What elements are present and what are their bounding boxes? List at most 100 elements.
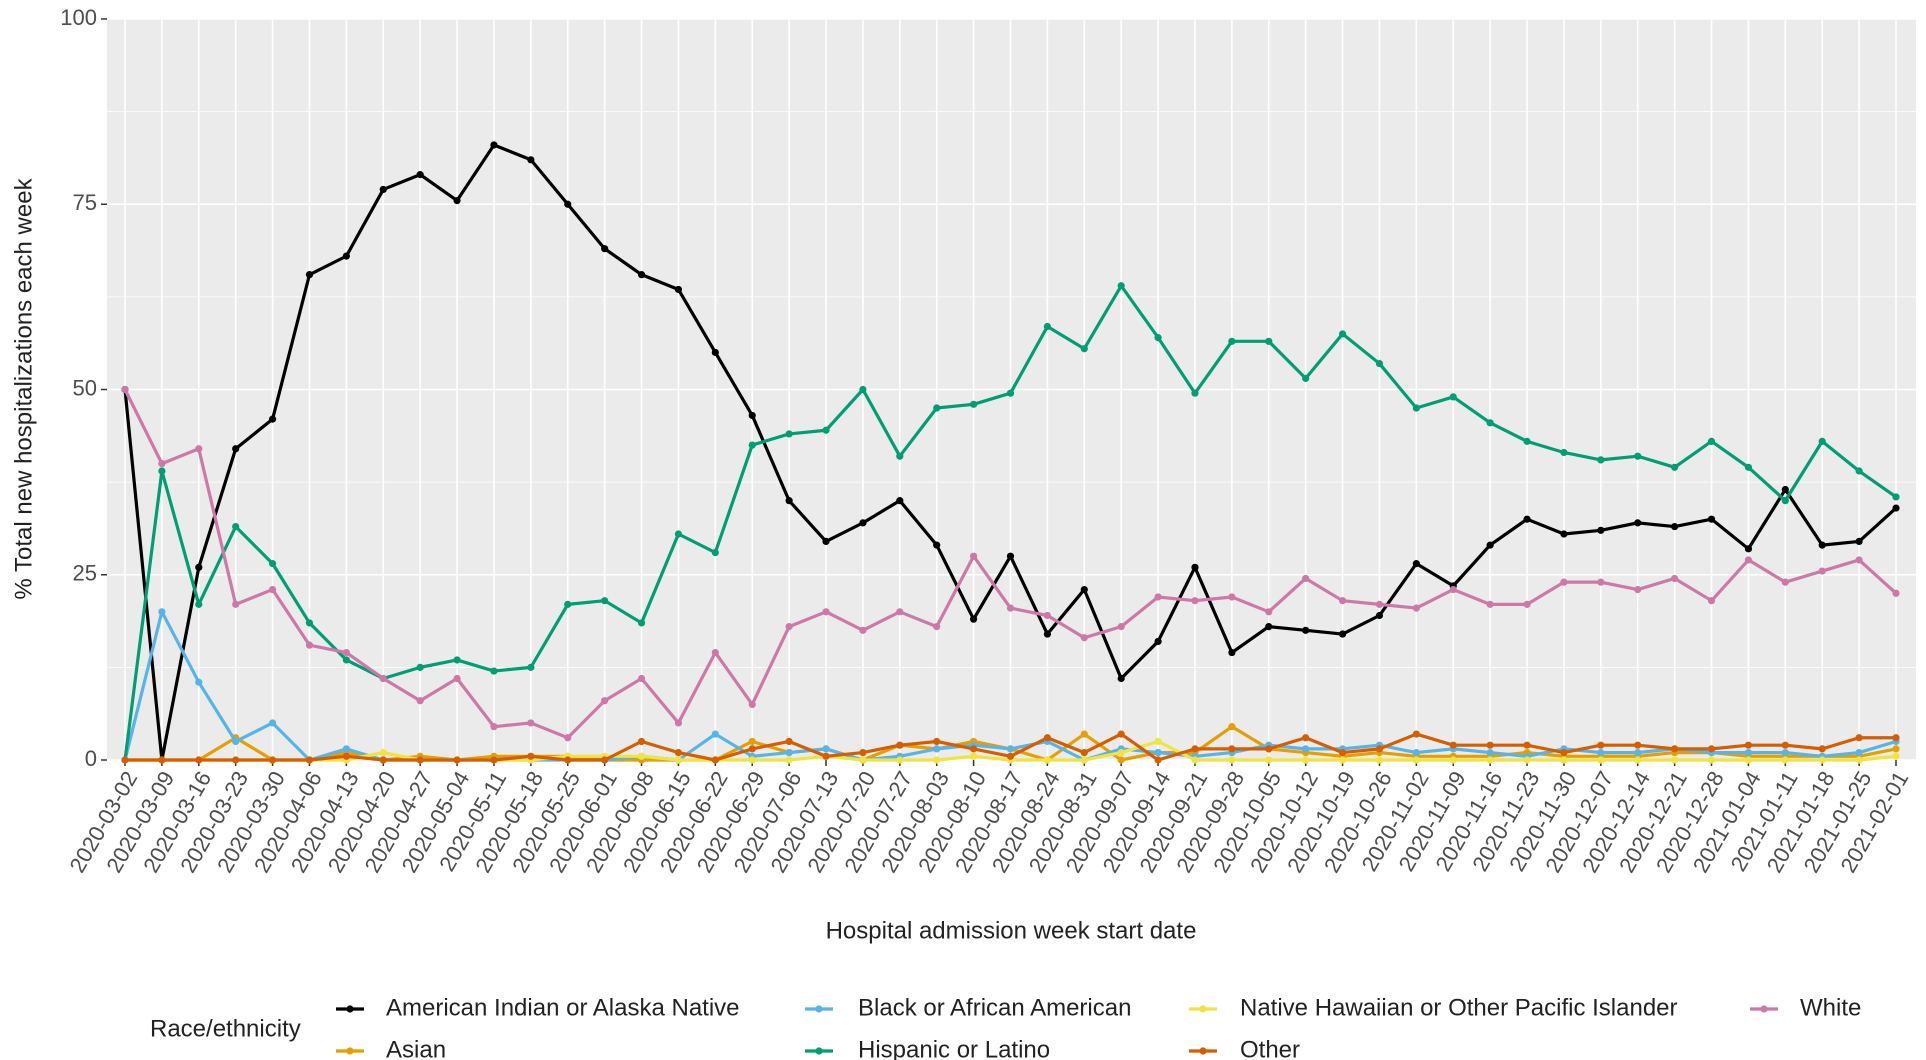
point [1228, 593, 1236, 601]
point [453, 674, 461, 683]
point [195, 756, 203, 764]
point [268, 560, 277, 568]
point [1375, 745, 1384, 753]
point [1338, 630, 1347, 638]
point [822, 752, 830, 760]
point [158, 608, 166, 616]
point [195, 563, 203, 571]
point [268, 415, 277, 423]
point [933, 737, 941, 746]
point [785, 623, 793, 631]
point [1117, 748, 1125, 757]
point [1855, 748, 1863, 757]
point [1449, 741, 1457, 749]
point [1412, 730, 1420, 738]
point [859, 385, 867, 394]
point [1449, 756, 1457, 764]
y-tick-label: 75 [73, 190, 97, 215]
point [268, 756, 277, 764]
point [1412, 756, 1420, 764]
point [1855, 537, 1863, 546]
point [1006, 389, 1015, 397]
point [1560, 756, 1568, 764]
point [453, 756, 461, 764]
point [601, 697, 609, 705]
point [1449, 393, 1457, 401]
point [859, 519, 867, 527]
legend-label: White [1800, 994, 1861, 1021]
point [1707, 515, 1716, 523]
legend-label: American Indian or Alaska Native [386, 994, 740, 1021]
point [379, 748, 387, 757]
point [1117, 756, 1125, 764]
point [1523, 600, 1531, 608]
point [1855, 467, 1863, 475]
point [1523, 515, 1531, 523]
point [748, 745, 756, 753]
point [1597, 526, 1605, 534]
point [564, 200, 572, 208]
point [674, 719, 683, 727]
point [232, 756, 240, 764]
point [416, 697, 424, 705]
point [933, 756, 941, 764]
point [1006, 552, 1015, 560]
point [1117, 730, 1125, 738]
point [1338, 756, 1347, 764]
point [158, 460, 166, 468]
point [1080, 634, 1088, 642]
point [1781, 748, 1789, 757]
point [822, 745, 830, 753]
point [785, 430, 793, 438]
legend-key-point [346, 1005, 354, 1013]
point [1892, 745, 1900, 753]
point [1634, 756, 1642, 764]
legend-label: Native Hawaiian or Other Pacific Islande… [1240, 994, 1678, 1021]
point [1154, 737, 1162, 746]
point [305, 271, 314, 279]
point [822, 426, 830, 434]
point [1781, 741, 1789, 749]
point [1302, 734, 1310, 742]
point [1560, 748, 1568, 757]
point [158, 756, 166, 764]
point [1597, 578, 1605, 586]
point [1781, 578, 1789, 586]
legend-label: Black or African American [858, 994, 1131, 1021]
point [1744, 463, 1753, 471]
point [232, 445, 240, 453]
point [1412, 404, 1420, 412]
point [379, 674, 387, 683]
point [1338, 597, 1347, 605]
point [1265, 337, 1273, 345]
point [564, 734, 572, 742]
legend-key-point [815, 1005, 823, 1013]
point [1523, 756, 1531, 764]
point [121, 756, 129, 764]
legend-label: Other [1240, 1036, 1300, 1060]
point [859, 626, 867, 634]
point [748, 700, 756, 709]
point [342, 745, 350, 753]
point [1191, 389, 1199, 397]
point [1486, 541, 1494, 549]
point [158, 467, 166, 475]
point [748, 411, 756, 420]
point [1855, 734, 1863, 742]
point [527, 156, 535, 164]
point [1781, 497, 1789, 505]
point [379, 185, 387, 194]
point [1892, 504, 1900, 512]
point [1818, 541, 1826, 549]
point [1634, 519, 1642, 527]
point [490, 756, 498, 764]
legend-key-point [1199, 1047, 1207, 1055]
point [1006, 752, 1015, 760]
point [1375, 756, 1384, 764]
point [822, 537, 830, 546]
point [970, 400, 978, 408]
point [1671, 463, 1679, 471]
point [1302, 626, 1310, 634]
point [416, 663, 424, 671]
